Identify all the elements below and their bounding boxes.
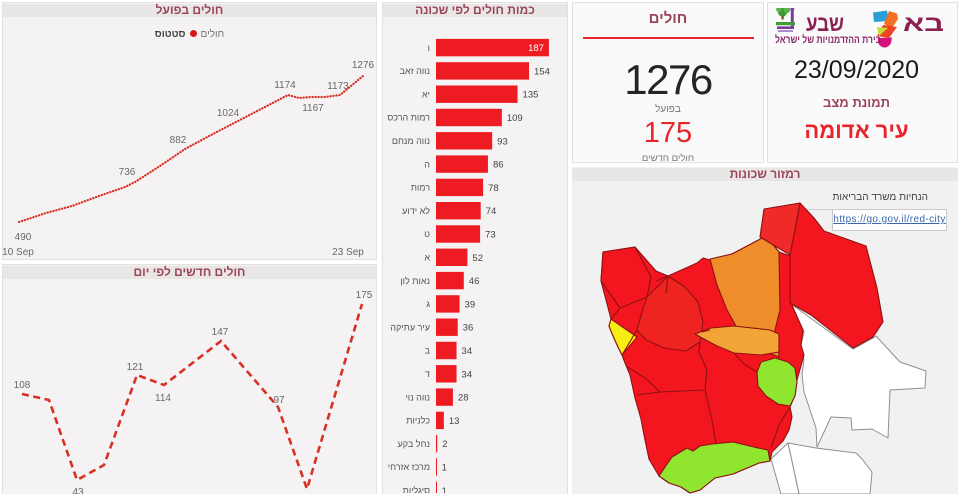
svg-text:ב: ב — [425, 346, 431, 356]
svg-text:ד: ד — [425, 369, 430, 379]
svg-text:175: 175 — [356, 290, 373, 301]
svg-text:736: 736 — [119, 167, 136, 178]
svg-text:ה: ה — [424, 159, 430, 169]
svg-text:97: 97 — [273, 395, 285, 406]
svg-text:78: 78 — [488, 183, 499, 194]
svg-text:נאות לון: נאות לון — [400, 276, 430, 286]
svg-text:1173: 1173 — [327, 81, 349, 92]
svg-text:52: 52 — [472, 253, 483, 264]
svg-text:121: 121 — [127, 362, 144, 373]
svg-text:135: 135 — [523, 90, 539, 101]
svg-text:86: 86 — [493, 160, 504, 171]
svg-text:נווה זאב: נווה זאב — [400, 66, 430, 76]
svg-text:שבע: שבע — [806, 11, 844, 36]
svg-text:1174: 1174 — [274, 80, 296, 91]
svg-text:1167: 1167 — [302, 103, 324, 114]
svg-text:74: 74 — [486, 206, 497, 217]
svg-text:א: א — [424, 253, 430, 263]
svg-text:147: 147 — [212, 327, 229, 338]
svg-text:רמות: רמות — [411, 183, 430, 193]
svg-text:עיר עתיקה: עיר עתיקה — [390, 322, 430, 332]
svg-text:882: 882 — [170, 135, 187, 146]
svg-text:סיגליות: סיגליות — [403, 486, 430, 494]
svg-text:28: 28 — [458, 393, 469, 404]
svg-text:בירת ההזדמנויות של ישראל: בירת ההזדמנויות של ישראל — [775, 33, 881, 46]
svg-text:נחל בקע: נחל בקע — [398, 439, 430, 449]
svg-text:1: 1 — [442, 463, 447, 474]
svg-text:34: 34 — [462, 369, 473, 380]
svg-text:1276: 1276 — [352, 60, 375, 71]
svg-text:כלניות: כלניות — [406, 416, 430, 426]
svg-text:ג: ג — [426, 299, 430, 309]
svg-text:לא ידוע: לא ידוע — [402, 206, 430, 216]
svg-text:נווה מנחם: נווה מנחם — [392, 136, 430, 146]
svg-text:46: 46 — [469, 276, 480, 287]
svg-text:יא: יא — [422, 89, 430, 99]
svg-text:108: 108 — [14, 380, 31, 391]
svg-text:ט: ט — [424, 229, 430, 239]
svg-text:מרכז אזרחי: מרכז אזרחי — [388, 462, 430, 472]
svg-text:36: 36 — [463, 323, 474, 334]
svg-text:109: 109 — [507, 113, 523, 124]
svg-text:2: 2 — [442, 439, 447, 450]
svg-text:39: 39 — [465, 299, 476, 310]
svg-text:1024: 1024 — [217, 108, 240, 119]
svg-text:10 Sep: 10 Sep — [3, 247, 34, 258]
svg-text:23 Sep: 23 Sep — [332, 247, 364, 258]
svg-text:43: 43 — [72, 487, 84, 494]
svg-text:154: 154 — [534, 66, 550, 77]
svg-text:ו: ו — [428, 43, 430, 53]
svg-text:114: 114 — [155, 393, 171, 404]
svg-text:13: 13 — [449, 416, 460, 427]
svg-text:1: 1 — [442, 486, 447, 493]
svg-text:73: 73 — [485, 230, 496, 241]
svg-text:נווה נוי: נווה נוי — [405, 392, 430, 402]
svg-text:רמות הרכס: רמות הרכס — [387, 113, 430, 123]
svg-text:בא: בא — [903, 11, 944, 36]
svg-text:34: 34 — [462, 346, 473, 357]
svg-text:490: 490 — [15, 232, 32, 243]
svg-text:93: 93 — [497, 136, 508, 147]
svg-text:187: 187 — [528, 43, 544, 54]
